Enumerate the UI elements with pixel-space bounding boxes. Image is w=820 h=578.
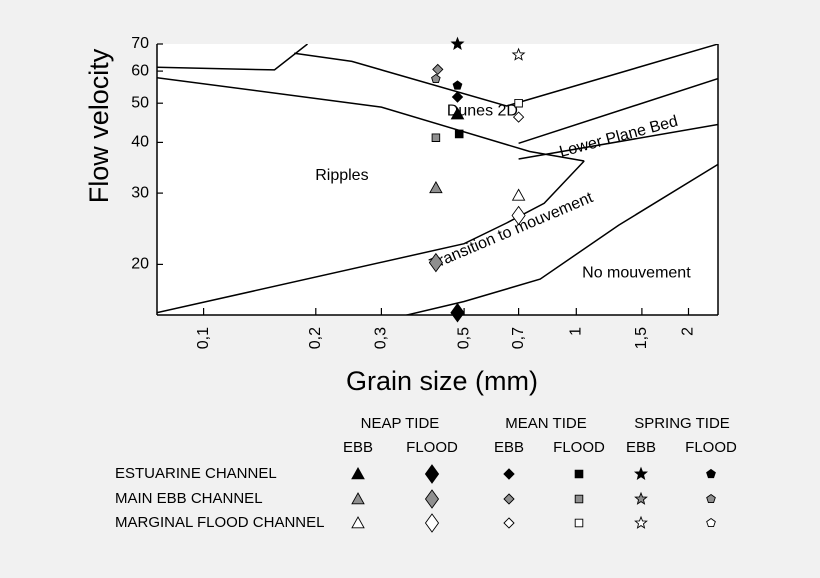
legend-phase-header: FLOOD [406, 439, 458, 456]
legend-marker [424, 464, 440, 484]
legend-row-label: ESTUARINE CHANNEL [115, 465, 277, 482]
y-tick-label: 40 [131, 134, 149, 151]
legend-phase-header: FLOOD [553, 439, 605, 456]
legend-tide-header: MEAN TIDE [505, 415, 586, 432]
legend-marker [574, 469, 584, 479]
legend-phase-header: EBB [343, 439, 373, 456]
regime-boundaries [157, 44, 718, 315]
data-point [432, 63, 444, 76]
legend-marker [503, 493, 515, 505]
data-point [452, 80, 463, 90]
x-tick-label: 0,2 [307, 327, 324, 349]
y-tick-label: 30 [131, 184, 149, 201]
region-label: No mouvement [582, 265, 691, 282]
legend-phase-header: EBB [494, 439, 524, 456]
data-point [431, 73, 441, 84]
legend-marker [351, 466, 365, 480]
legend-marker [634, 515, 648, 529]
legend-marker [706, 517, 716, 528]
x-tick-label: 0,1 [195, 327, 212, 349]
x-tick-label: 1 [568, 327, 585, 336]
data-point [451, 91, 464, 103]
legend-marker [706, 468, 716, 479]
data-point [514, 98, 523, 108]
legend-phase-header: EBB [626, 439, 656, 456]
legend-row-label: MARGINAL FLOOD CHANNEL [115, 514, 324, 531]
data-point [512, 111, 525, 123]
boundary-no-movement-lower [403, 163, 718, 315]
legend-tide-header: SPRING TIDE [634, 415, 730, 432]
legend: NEAP TIDE MEAN TIDE SPRING TIDE EBB FLOOD EBB… [115, 415, 737, 533]
legend-row-label: MAIN EBB CHANNEL [115, 490, 263, 507]
x-tick-label: 2 [680, 327, 697, 336]
y-tick-label: 50 [131, 94, 149, 111]
boundary-ripples-lower [157, 76, 585, 162]
y-tick-label: 60 [131, 62, 149, 79]
legend-phase-header: FLOOD [685, 439, 737, 456]
y-tick-label: 70 [131, 35, 149, 52]
data-point [511, 47, 526, 61]
boundary-ripples-upper [157, 44, 308, 71]
legend-tide-header: NEAP TIDE [361, 415, 440, 432]
x-tick-label: 0,7 [510, 327, 527, 349]
data-point [429, 180, 443, 194]
data-point [454, 129, 464, 139]
x-tick-label: 1,5 [633, 327, 650, 349]
data-point [450, 36, 465, 51]
x-tick-label: 0,5 [455, 327, 472, 349]
legend-marker [634, 466, 648, 481]
data-point [428, 252, 443, 273]
data-points [428, 36, 526, 323]
x-tick-label: 0,3 [373, 327, 390, 349]
legend-marker [424, 513, 440, 533]
boundary-dunes-upper [294, 44, 718, 107]
y-tick-label: 20 [131, 256, 149, 273]
data-point [450, 107, 465, 120]
data-point [450, 302, 465, 323]
legend-marker [503, 517, 515, 529]
legend-marker [634, 491, 648, 505]
region-label: Ripples [315, 167, 368, 184]
boundary-plane-bed-lower [518, 123, 718, 160]
x-axis-label: Grain size (mm) [346, 366, 538, 396]
legend-marker [706, 493, 716, 504]
axes: 20 30 40 50 60 70 0,1 0,2 0,3 0,5 0,7 1 1,5 2 [131, 35, 719, 349]
legend-marker [574, 494, 584, 504]
data-point [511, 188, 526, 201]
data-point [431, 133, 441, 142]
legend-marker [424, 489, 440, 509]
legend-marker [574, 518, 584, 528]
legend-marker [351, 516, 365, 529]
region-label: Dunes 2D [447, 103, 518, 120]
boundary-dunes-lower [518, 77, 718, 145]
y-axis-label: Flow velocity [84, 48, 114, 203]
data-point [511, 205, 526, 226]
legend-marker [351, 492, 365, 505]
boundary-movement-threshold [157, 160, 585, 314]
legend-marker [503, 468, 515, 480]
